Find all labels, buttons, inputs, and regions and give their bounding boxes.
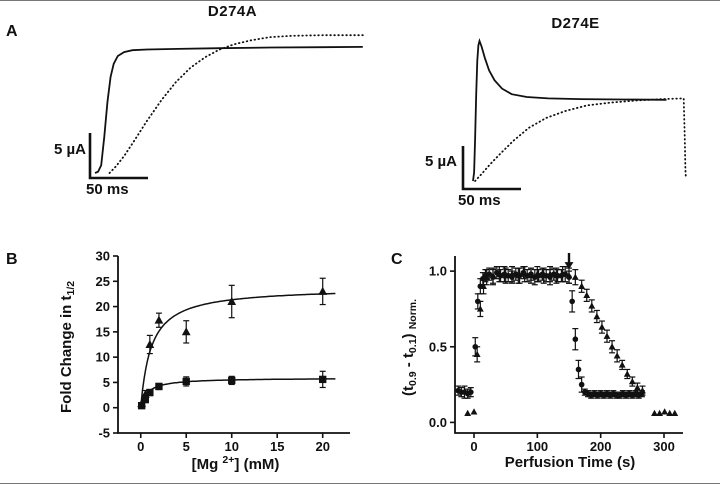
- d274a-current-trace-plot: [88, 34, 364, 180]
- panel-c-ylabel-s2: 0.1: [407, 337, 419, 353]
- svg-text:20: 20: [96, 299, 110, 314]
- panel-b-y-axis-label: Fold Change in t1/2: [58, 253, 77, 441]
- svg-text:0: 0: [103, 400, 110, 415]
- svg-text:300: 300: [653, 439, 675, 454]
- panel-b-xlabel-superscript: 2+: [222, 454, 235, 466]
- panel-b-dose-response-chart: 0 5 10 15 20 -5 0 5 10 15 20 25 30: [96, 249, 350, 454]
- svg-text:100: 100: [526, 439, 548, 454]
- d274a-vertical-scale-label: 5 µA: [54, 141, 86, 158]
- svg-text:-5: -5: [98, 426, 110, 441]
- svg-text:0.0: 0.0: [429, 415, 447, 430]
- panel-b-ylabel-subscript: 1/2: [65, 280, 77, 296]
- svg-text:10: 10: [224, 439, 238, 454]
- d274e-horizontal-scale-label: 50 ms: [458, 192, 501, 209]
- panel-c-x-axis-label: Perfusion Time (s): [504, 454, 636, 471]
- panel-c-ylabel-p2: - t: [400, 352, 417, 371]
- panel-c-ylabel-p3: ): [400, 332, 417, 338]
- svg-text:20: 20: [315, 439, 329, 454]
- svg-text:15: 15: [270, 439, 284, 454]
- panel-b-xlabel-post: ] (mM): [234, 456, 280, 473]
- panel-c-ylabel-p1: (t: [400, 385, 417, 396]
- svg-text:25: 25: [96, 274, 110, 289]
- svg-text:0: 0: [470, 439, 477, 454]
- panel-c-ylabel-s1: 0.9: [407, 370, 419, 386]
- svg-text:0: 0: [137, 439, 144, 454]
- panel-b-xlabel-pre: [Mg: [191, 456, 223, 473]
- svg-text:5: 5: [103, 375, 110, 390]
- svg-text:1.0: 1.0: [429, 264, 447, 279]
- svg-text:10: 10: [96, 350, 110, 365]
- panel-c-perfusion-chart: 0 100 200 300 0.0 0.5 1.0: [429, 252, 683, 454]
- d274e-current-trace-plot: [461, 38, 687, 191]
- svg-text:200: 200: [590, 439, 612, 454]
- panel-a-label: A: [6, 23, 18, 40]
- svg-text:15: 15: [96, 324, 110, 339]
- d274a-horizontal-scale-label: 50 ms: [86, 181, 129, 198]
- panel-b-x-axis-label: [Mg 2+] (mM): [118, 454, 353, 473]
- panel-c-ylabel-s3: Norm.: [407, 298, 419, 329]
- panel-b-label: B: [6, 251, 18, 268]
- svg-text:30: 30: [96, 249, 110, 264]
- svg-text:0.5: 0.5: [429, 339, 447, 354]
- trace-title-d274e: D274E: [551, 15, 600, 32]
- panel-c-label: C: [391, 251, 403, 268]
- d274e-vertical-scale-label: 5 µA: [425, 153, 457, 170]
- trace-title-d274a: D274A: [207, 3, 258, 20]
- svg-text:5: 5: [183, 439, 190, 454]
- panel-b-ylabel-text: Fold Change in t: [58, 295, 75, 414]
- panel-c-y-axis-label: (t0.9 - t0.1) Norm.: [400, 253, 419, 441]
